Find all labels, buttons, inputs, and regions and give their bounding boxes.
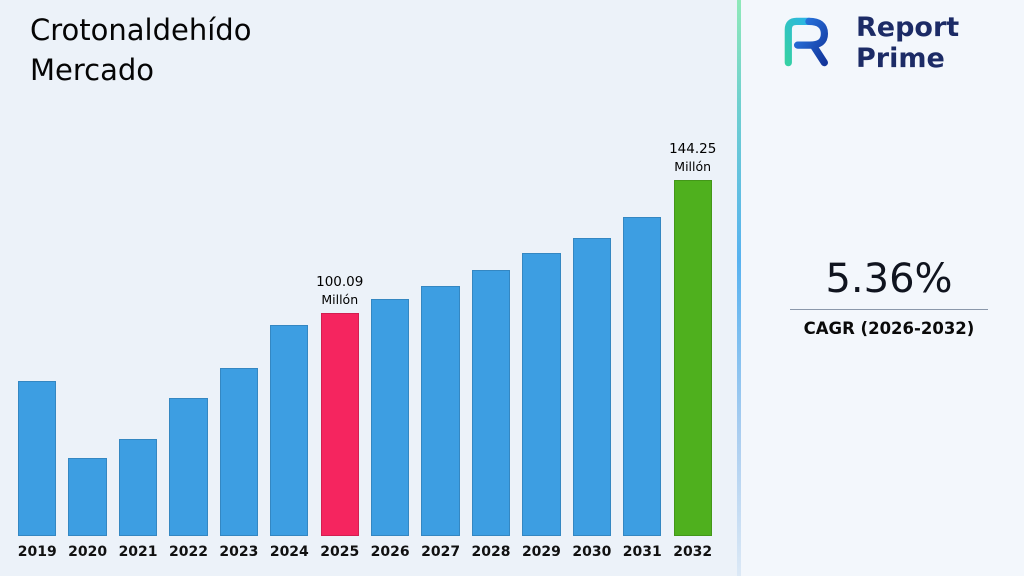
x-axis-label: 2031	[622, 544, 662, 560]
bar-2029	[522, 253, 561, 536]
x-axis-label: 2019	[17, 544, 57, 560]
x-axis-label: 2020	[68, 544, 108, 560]
bar-value-text: 144.25	[669, 141, 717, 158]
x-axis-label: 2028	[471, 544, 511, 560]
brand-name-line2: Prime	[856, 43, 945, 75]
bar-2025	[320, 313, 359, 536]
bar-column: 2021	[113, 128, 163, 562]
page-title-line1: Crotonaldehído	[30, 13, 252, 47]
cagr-panel: 5.36% CAGR (2026-2032)	[790, 256, 988, 338]
bar-value-label: 144.25 Millón	[669, 141, 716, 175]
bar-column: 2022	[163, 128, 213, 562]
x-axis-label: 2026	[370, 544, 410, 560]
vertical-divider	[737, 0, 741, 576]
bar-column: 2028	[466, 128, 516, 562]
bar-column: 2029	[516, 128, 566, 562]
bar-column: 2024	[264, 128, 314, 562]
bar-2027	[421, 286, 460, 536]
x-axis-label: 2025	[320, 544, 360, 560]
x-axis-label: 2022	[168, 544, 208, 560]
cagr-label: CAGR (2026-2032)	[803, 319, 975, 338]
x-axis-label: 2024	[269, 544, 309, 560]
bar-column: 100.09 Millón 2025	[315, 128, 365, 562]
brand: Report Prime	[778, 12, 959, 74]
bar-column: 2026	[365, 128, 415, 562]
bar-column: 144.25 Millón 2032	[667, 128, 717, 562]
bar-2030	[572, 238, 611, 536]
bar-unit-text: Millón	[674, 158, 712, 174]
x-axis-label: 2027	[421, 544, 461, 560]
bar-value-label: 100.09 Millón	[316, 274, 363, 308]
bar-2028	[471, 270, 511, 536]
bar-2022	[169, 398, 208, 536]
bar-2031	[623, 217, 662, 536]
bar-column: 2020	[62, 128, 112, 562]
brand-name-line1: Report	[856, 12, 960, 43]
page-title: Crotonaldehído Mercado	[30, 10, 251, 90]
page-title-line2: Mercado	[30, 53, 155, 88]
cagr-underline	[790, 309, 988, 310]
x-axis-label: 2029	[521, 544, 561, 560]
bar-unit-text: Millón	[321, 291, 359, 307]
bar-column: 2023	[214, 128, 264, 562]
cagr-value: 5.36%	[825, 256, 953, 302]
bar-2024	[270, 325, 309, 536]
x-axis-label: 2030	[572, 544, 612, 560]
bar-value-text: 100.09	[316, 274, 364, 291]
right-panel	[741, 0, 1024, 576]
bar-column: 2027	[415, 128, 465, 562]
bar-column: 2030	[567, 128, 617, 562]
brand-name: Report Prime	[856, 12, 959, 74]
bar-column: 2031	[617, 128, 667, 562]
bar-2020	[68, 458, 107, 536]
x-axis-label: 2021	[118, 544, 158, 560]
bar-2023	[219, 368, 259, 536]
bar-2019	[18, 381, 57, 536]
bar-2026	[371, 299, 410, 536]
bar-column: 2019	[12, 128, 62, 562]
x-axis-label: 2023	[219, 544, 259, 560]
bar-2021	[118, 439, 158, 536]
bar-chart: 2019 2020 2021 2022 2023 2024 100.09 Millón 2025…	[12, 128, 718, 562]
report-prime-logo-icon	[778, 13, 844, 73]
x-axis-label: 2032	[673, 544, 713, 560]
bar-2032	[673, 180, 712, 536]
